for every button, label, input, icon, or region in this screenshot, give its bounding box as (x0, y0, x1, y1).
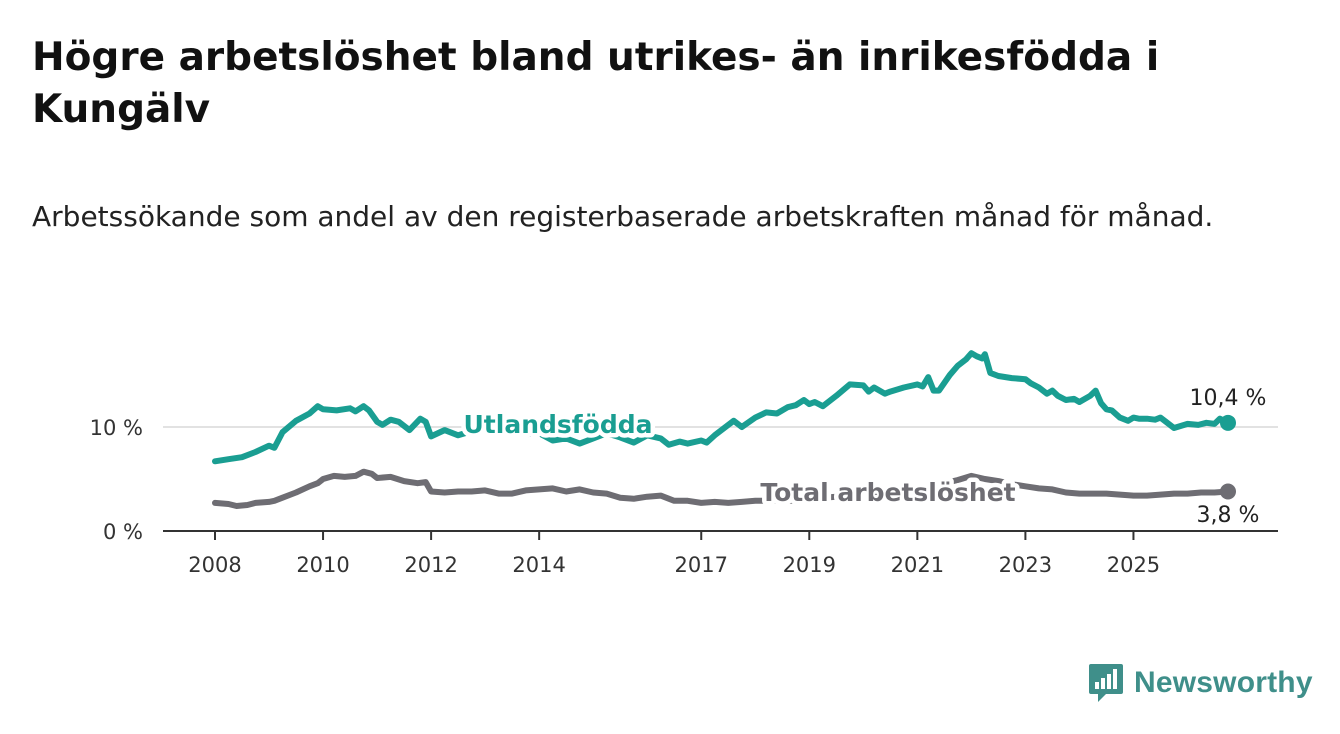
series-name-label-0: Utlandsfödda (464, 410, 653, 439)
y-tick-label-1: 10 % (90, 416, 143, 440)
x-tick-label-8: 2025 (1107, 553, 1160, 577)
chart-subtitle: Arbetssökande som andel av den registerb… (32, 200, 1214, 233)
newsworthy-logo-icon (1089, 664, 1123, 702)
x-tick-label-0: 2008 (188, 553, 241, 577)
series-lines (212, 350, 1236, 509)
series-end-point-1 (1220, 483, 1236, 500)
x-tick-label-4: 2017 (675, 553, 728, 577)
series-labels: Utlandsfödda 10,4 % Total arbetslöshet 3,8 … (459, 386, 1267, 528)
axes: 0 % 10 % 2008 2010 2012 2014 2017 2019 2021 2023 2… (90, 416, 1278, 577)
newsworthy-brand: Newsworthy (1088, 660, 1313, 706)
series-end-value-label-0: 10,4 % (1190, 386, 1267, 411)
x-tick-label-3: 2014 (512, 553, 565, 577)
series-line-0 (212, 350, 1231, 465)
series-line-1 (212, 468, 1231, 509)
brand-name: Newsworthy (1134, 666, 1313, 699)
x-tick-label-7: 2023 (999, 553, 1052, 577)
x-tick-label-1: 2010 (296, 553, 349, 577)
series-name-label-1: Total arbetslöshet (760, 478, 1015, 507)
y-tick-label-0: 0 % (103, 520, 143, 544)
series-end-point-0 (1220, 414, 1236, 431)
x-tick-label-5: 2019 (783, 553, 836, 577)
series-end-value-label-1: 3,8 % (1197, 503, 1260, 528)
chart-title: Högre arbetslöshet bland utrikes- än inr… (32, 35, 1160, 132)
x-tick-label-6: 2021 (891, 553, 944, 577)
x-tick-label-2: 2012 (404, 553, 457, 577)
